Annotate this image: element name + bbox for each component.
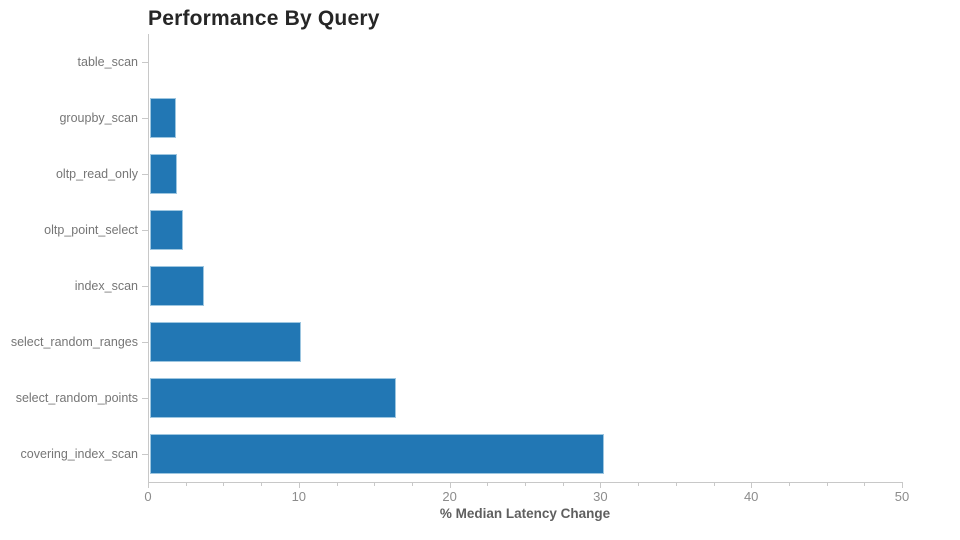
- x-axis-minor-tick: [336, 483, 338, 486]
- category-label: select_random_points: [15, 391, 138, 405]
- y-axis-tick: [142, 286, 148, 287]
- x-axis-minor-tick: [826, 483, 828, 486]
- bar-groupby_scan: [150, 98, 176, 138]
- category-label: oltp_point_select: [44, 223, 138, 237]
- y-axis-tick: [142, 118, 148, 119]
- y-axis-tick: [142, 174, 148, 175]
- plot-area: [148, 34, 903, 483]
- bar-oltp_read_only: [150, 154, 178, 194]
- x-axis-minor-tick: [788, 483, 790, 486]
- y-axis-tick: [142, 230, 148, 231]
- category-label: index_scan: [74, 279, 138, 293]
- bar-select_random_ranges: [150, 322, 301, 362]
- category-label: table_scan: [77, 55, 138, 69]
- y-axis-tick: [142, 398, 148, 399]
- x-axis-minor-tick: [525, 483, 526, 486]
- x-axis-major-tick: [298, 483, 300, 488]
- x-axis-tick-label: 0: [144, 489, 152, 504]
- category-label: groupby_scan: [59, 111, 138, 125]
- y-axis-tick: [142, 62, 148, 63]
- x-axis-major-tick: [902, 483, 903, 488]
- category-label: oltp_read_only: [55, 167, 138, 181]
- x-axis-minor-tick: [374, 483, 376, 486]
- x-axis-tick-label: 30: [593, 489, 608, 504]
- x-axis-minor-tick: [185, 483, 187, 486]
- x-axis-tick-label: 40: [743, 489, 759, 504]
- category-label: covering_index_scan: [20, 447, 138, 461]
- x-axis-tick-label: 20: [442, 489, 457, 504]
- bar-covering_index_scan: [150, 434, 604, 474]
- x-axis-tick-label: 50: [894, 489, 910, 504]
- y-axis-tick: [142, 342, 148, 343]
- x-axis-major-tick: [148, 483, 149, 488]
- bar-oltp_point_select: [150, 210, 184, 250]
- bar-index_scan: [150, 266, 205, 306]
- bar-select_random_points: [150, 378, 396, 418]
- x-axis-minor-tick: [223, 483, 225, 486]
- x-axis-minor-tick: [411, 483, 413, 486]
- x-axis-minor-tick: [864, 483, 866, 486]
- x-axis-minor-tick: [675, 483, 677, 486]
- x-axis-tick-label: 10: [291, 489, 307, 504]
- x-axis-minor-tick: [562, 483, 564, 486]
- category-label: select_random_ranges: [10, 335, 138, 349]
- x-axis-minor-tick: [638, 483, 640, 486]
- chart-title: Performance By Query: [148, 7, 380, 30]
- x-axis-major-tick: [449, 483, 451, 488]
- y-axis-tick: [142, 454, 148, 455]
- x-axis-major-tick: [751, 483, 753, 488]
- x-axis-minor-tick: [713, 483, 715, 486]
- x-axis-minor-tick: [487, 483, 489, 486]
- x-axis-major-tick: [600, 483, 602, 488]
- x-axis-label: % Median Latency Change: [439, 506, 611, 521]
- x-axis-minor-tick: [261, 483, 263, 486]
